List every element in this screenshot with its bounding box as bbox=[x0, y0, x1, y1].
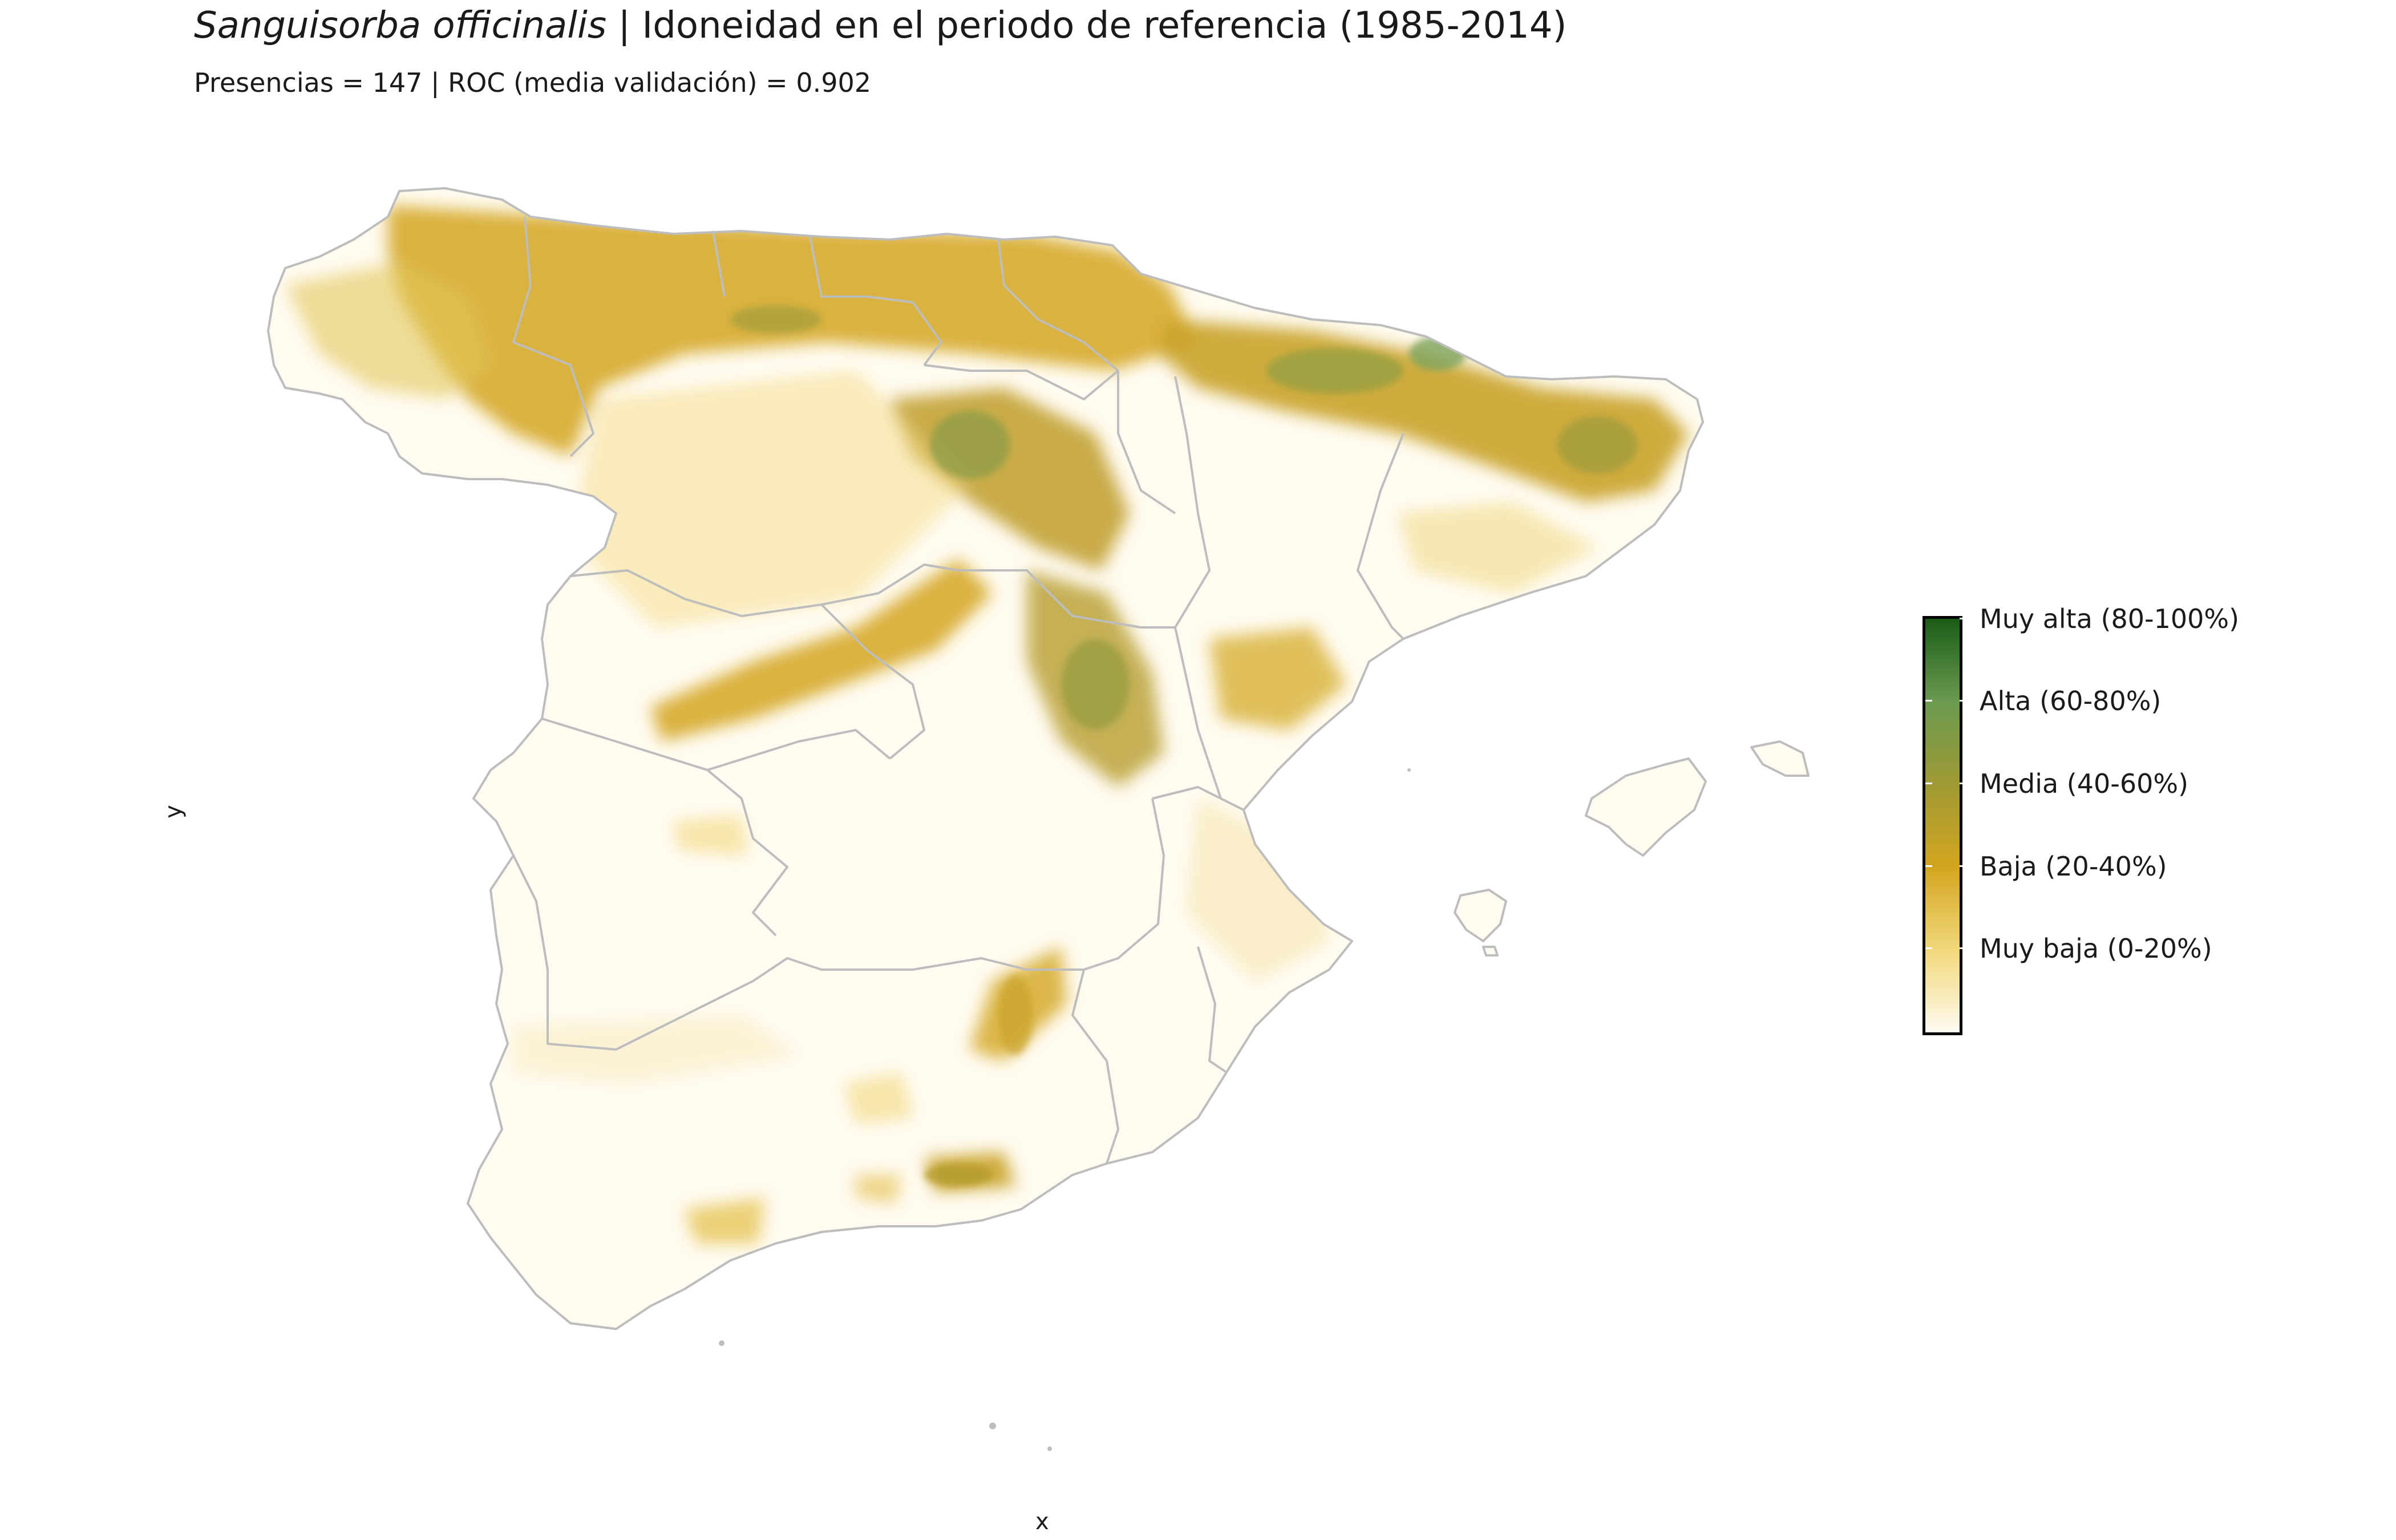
legend-tick bbox=[1925, 865, 1932, 867]
legend-label-alta: Alta (60-80%) bbox=[1980, 686, 2162, 716]
legend-tick bbox=[1925, 947, 1932, 949]
legend-tick bbox=[1925, 783, 1932, 784]
peninsula-outline bbox=[267, 187, 1704, 1330]
species-name: Sanguisorba officinalis bbox=[194, 5, 607, 47]
y-axis-label: y bbox=[160, 805, 187, 818]
title-text: | Idoneidad en el periodo de referencia … bbox=[606, 5, 1567, 47]
legend-tick bbox=[1960, 947, 1966, 949]
region-boundaries bbox=[512, 216, 1405, 1164]
legend-label-muy-baja: Muy baja (0-20%) bbox=[1980, 933, 2212, 964]
legend-tick bbox=[1960, 865, 1966, 867]
legend-tick bbox=[1925, 700, 1932, 702]
legend-tick bbox=[1960, 700, 1966, 702]
legend-label-muy-alta: Muy alta (80-100%) bbox=[1980, 603, 2240, 634]
legend-label-media: Media (40-60%) bbox=[1980, 768, 2189, 799]
legend-tick bbox=[1960, 783, 1966, 784]
small-islets bbox=[719, 768, 1411, 1451]
map-subtitle: Presencias = 147 | ROC (media validación… bbox=[194, 67, 872, 98]
legend-label-baja: Baja (20-40%) bbox=[1980, 851, 2167, 882]
legend-tick bbox=[1960, 618, 1966, 619]
x-axis-label: x bbox=[1035, 1509, 1049, 1535]
legend-colorbar bbox=[1923, 616, 1962, 1035]
suitability-raster bbox=[285, 205, 1689, 1243]
balearic-islands bbox=[1454, 740, 1810, 957]
map-title: Sanguisorba officinalis | Idoneidad en e… bbox=[194, 5, 1567, 47]
